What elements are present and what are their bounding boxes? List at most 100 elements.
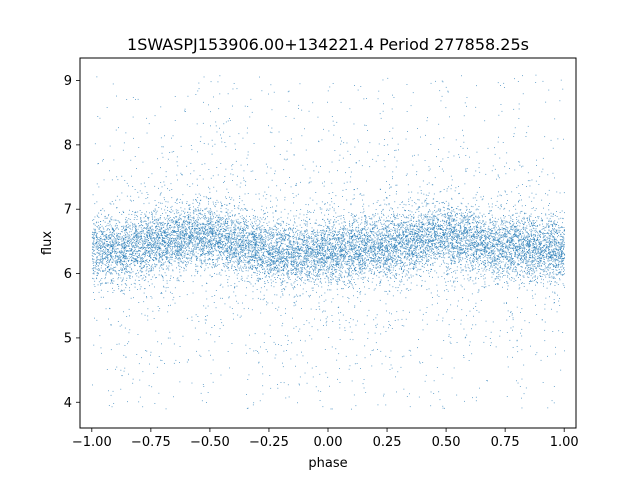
data-point — [556, 224, 557, 226]
data-point — [466, 232, 468, 233]
data-point — [146, 227, 148, 229]
data-point — [348, 241, 349, 243]
data-point — [287, 217, 289, 219]
data-point — [413, 266, 415, 268]
data-point — [243, 242, 245, 244]
data-point — [218, 258, 220, 259]
data-point — [323, 220, 325, 222]
data-point — [220, 319, 222, 320]
data-point — [406, 243, 408, 244]
data-point — [275, 210, 277, 212]
data-point — [281, 234, 283, 236]
data-point — [258, 255, 260, 257]
data-point — [206, 282, 207, 284]
data-point — [461, 236, 463, 238]
data-point — [309, 238, 310, 240]
data-point — [414, 243, 416, 245]
data-point — [202, 228, 204, 230]
data-point — [153, 210, 154, 212]
data-point — [398, 268, 400, 270]
data-point — [394, 240, 396, 242]
data-point — [119, 325, 121, 327]
data-point — [366, 252, 368, 254]
data-point — [345, 284, 347, 286]
data-point — [308, 248, 310, 250]
data-point — [477, 266, 479, 268]
data-point — [557, 245, 559, 247]
data-point — [172, 210, 174, 212]
data-point — [248, 246, 250, 248]
data-point — [451, 226, 453, 228]
data-point — [500, 265, 501, 267]
data-point — [200, 262, 202, 264]
data-point — [306, 250, 308, 252]
data-point — [521, 407, 523, 409]
data-point — [152, 235, 154, 236]
data-point — [380, 222, 382, 224]
data-point — [159, 248, 160, 250]
data-point — [159, 256, 161, 258]
data-point — [481, 228, 483, 230]
data-point — [339, 382, 341, 383]
data-point — [389, 325, 391, 326]
data-point — [518, 235, 520, 237]
data-point — [253, 231, 255, 233]
data-point — [444, 213, 445, 215]
data-point — [506, 227, 508, 228]
data-point — [281, 235, 283, 237]
data-point — [497, 218, 499, 220]
data-point — [140, 264, 142, 266]
data-point — [359, 253, 361, 255]
data-point — [253, 402, 255, 404]
data-point — [404, 275, 406, 277]
data-point — [534, 259, 536, 261]
data-point — [416, 220, 418, 222]
data-point — [182, 234, 183, 236]
data-point — [282, 268, 284, 270]
data-point — [127, 239, 129, 241]
data-point — [478, 206, 480, 207]
data-point — [370, 257, 372, 258]
data-point — [389, 236, 391, 238]
data-point — [353, 234, 355, 236]
data-point — [99, 117, 101, 119]
data-point — [499, 251, 501, 253]
data-point — [394, 258, 396, 260]
data-point — [421, 228, 423, 230]
data-point — [441, 263, 442, 265]
data-point — [454, 215, 456, 217]
data-point — [510, 244, 512, 246]
data-point — [158, 234, 160, 236]
data-point — [257, 250, 259, 252]
data-point — [204, 258, 206, 260]
data-point — [174, 230, 176, 231]
data-point — [413, 249, 414, 251]
data-point — [126, 272, 128, 273]
data-point — [222, 244, 224, 246]
data-point — [209, 228, 211, 229]
data-point — [173, 226, 175, 227]
data-point — [317, 251, 319, 253]
data-point — [487, 258, 489, 260]
data-point — [548, 256, 550, 258]
data-point — [111, 406, 113, 408]
data-point — [446, 229, 447, 231]
data-point — [422, 219, 424, 221]
data-point — [162, 250, 164, 252]
data-point — [453, 256, 455, 258]
data-point — [320, 255, 322, 256]
data-point — [240, 222, 242, 223]
data-point — [488, 228, 490, 230]
data-point — [167, 220, 169, 222]
data-point — [209, 241, 211, 243]
data-point — [205, 223, 207, 225]
data-point — [153, 373, 155, 374]
data-point — [323, 256, 325, 258]
data-point — [498, 114, 500, 116]
data-point — [256, 244, 258, 245]
data-point — [400, 242, 402, 244]
data-point — [287, 384, 289, 386]
data-point — [351, 267, 352, 269]
data-point — [424, 380, 426, 382]
data-point — [207, 241, 209, 243]
